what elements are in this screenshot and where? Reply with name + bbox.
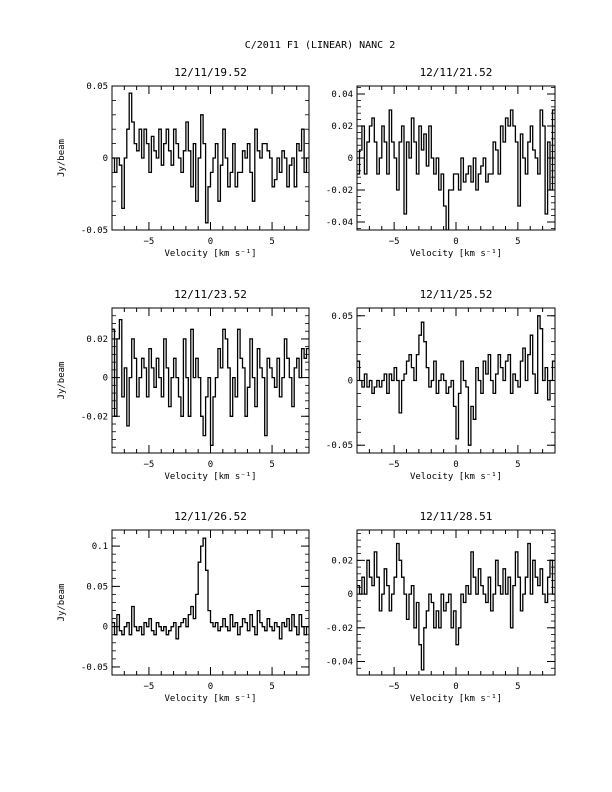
y-tick-label: 0 — [103, 374, 108, 384]
chart-panel-3: −5 0 5 -0.02 0 0.02 12/11/23.52 Velocity [km s⁻… — [57, 288, 310, 482]
panel-title: 12/11/25.52 — [420, 288, 493, 301]
spectrum-line — [357, 109, 555, 230]
x-tick-label: −5 — [389, 682, 400, 692]
x-tick-label: 5 — [515, 460, 520, 470]
spectrum-line — [112, 92, 309, 224]
spectrum-line — [357, 315, 555, 446]
chart-panel-1: −5 0 5 -0.05 0 0.05 12/11/19.52 Velocity [km s⁻… — [57, 66, 310, 259]
y-tick-label: 0 — [348, 377, 353, 387]
chart-panel-6: −5 0 5 -0.04 -0.02 0 0.02 12/11/28.51 Velocity [… — [326, 510, 556, 704]
y-tick-label: -0.02 — [326, 186, 353, 196]
y-tick-label: 0 — [103, 623, 108, 633]
x-axis-label: Velocity [km s⁻¹] — [410, 249, 502, 259]
x-axis-label: Velocity [km s⁻¹] — [164, 472, 256, 482]
x-tick-label: 0 — [208, 682, 213, 692]
x-tick-label: 5 — [269, 682, 274, 692]
y-axis-label: Jy/beam — [57, 362, 67, 400]
y-tick-label: 0.02 — [331, 122, 353, 132]
y-tick-label: -0.04 — [326, 218, 353, 228]
x-tick-label: −5 — [144, 460, 155, 470]
y-tick-label: -0.02 — [81, 412, 108, 422]
x-tick-label: −5 — [389, 237, 400, 247]
x-tick-label: 5 — [515, 237, 520, 247]
y-tick-label: -0.05 — [326, 441, 353, 451]
y-tick-label: 0.02 — [86, 335, 108, 345]
x-tick-label: 0 — [453, 682, 458, 692]
y-axis-label: Jy/beam — [57, 584, 67, 622]
x-tick-label: 0 — [208, 237, 213, 247]
page-title: C/2011 F1 (LINEAR) NANC 2 — [245, 40, 396, 51]
y-tick-label: -0.05 — [81, 663, 108, 673]
spectrum-line — [112, 318, 309, 446]
x-axis-label: Velocity [km s⁻¹] — [164, 694, 256, 704]
y-axis-label: Jy/beam — [57, 139, 67, 177]
x-tick-label: 5 — [269, 237, 274, 247]
x-tick-label: 0 — [453, 237, 458, 247]
panel-title: 12/11/23.52 — [174, 288, 247, 301]
x-axis-label: Velocity [km s⁻¹] — [410, 694, 502, 704]
y-tick-label: -0.04 — [326, 658, 353, 668]
y-tick-label: 0.05 — [86, 582, 108, 592]
axes-frame — [356, 529, 556, 676]
x-axis-label: Velocity [km s⁻¹] — [410, 472, 502, 482]
chart-panel-5: −5 0 5 -0.05 0 0.05 0.1 12/11/26.52 Velocity [km… — [57, 510, 310, 704]
x-tick-label: 0 — [453, 460, 458, 470]
x-tick-label: 5 — [515, 682, 520, 692]
y-tick-label: 0.1 — [92, 542, 108, 552]
y-tick-label: -0.02 — [326, 624, 353, 634]
y-tick-label: 0.04 — [331, 90, 353, 100]
x-tick-label: −5 — [144, 237, 155, 247]
y-tick-label: 0 — [103, 154, 108, 164]
spectrum-line — [112, 537, 309, 640]
panel-title: 12/11/26.52 — [174, 510, 247, 523]
panel-title: 12/11/28.51 — [420, 510, 493, 523]
x-tick-label: −5 — [389, 460, 400, 470]
chart-panel-4: −5 0 5 -0.05 0 0.05 12/11/25.52 Velocity [km s⁻… — [326, 288, 556, 482]
spectrum-line — [357, 542, 555, 671]
y-tick-label: 0.05 — [331, 312, 353, 322]
y-tick-label: 0.02 — [331, 556, 353, 566]
y-tick-label: 0.05 — [86, 82, 108, 92]
y-tick-label: 0 — [348, 590, 353, 600]
y-tick-label: 0 — [348, 154, 353, 164]
panel-title: 12/11/21.52 — [420, 66, 493, 79]
x-tick-label: 0 — [208, 460, 213, 470]
panel-title: 12/11/19.52 — [174, 66, 247, 79]
y-tick-label: -0.05 — [81, 226, 108, 236]
chart-panel-2: −5 0 5 -0.04 -0.02 0 0.02 0.04 12/11/21.52 Veloci… — [326, 66, 556, 259]
x-axis-label: Velocity [km s⁻¹] — [164, 249, 256, 259]
x-tick-label: −5 — [144, 682, 155, 692]
x-tick-label: 5 — [269, 460, 274, 470]
panel-grid: −5 0 5 -0.05 0 0.05 12/11/19.52 Velocity [km s⁻… — [57, 66, 556, 704]
axes-frame — [111, 529, 310, 676]
